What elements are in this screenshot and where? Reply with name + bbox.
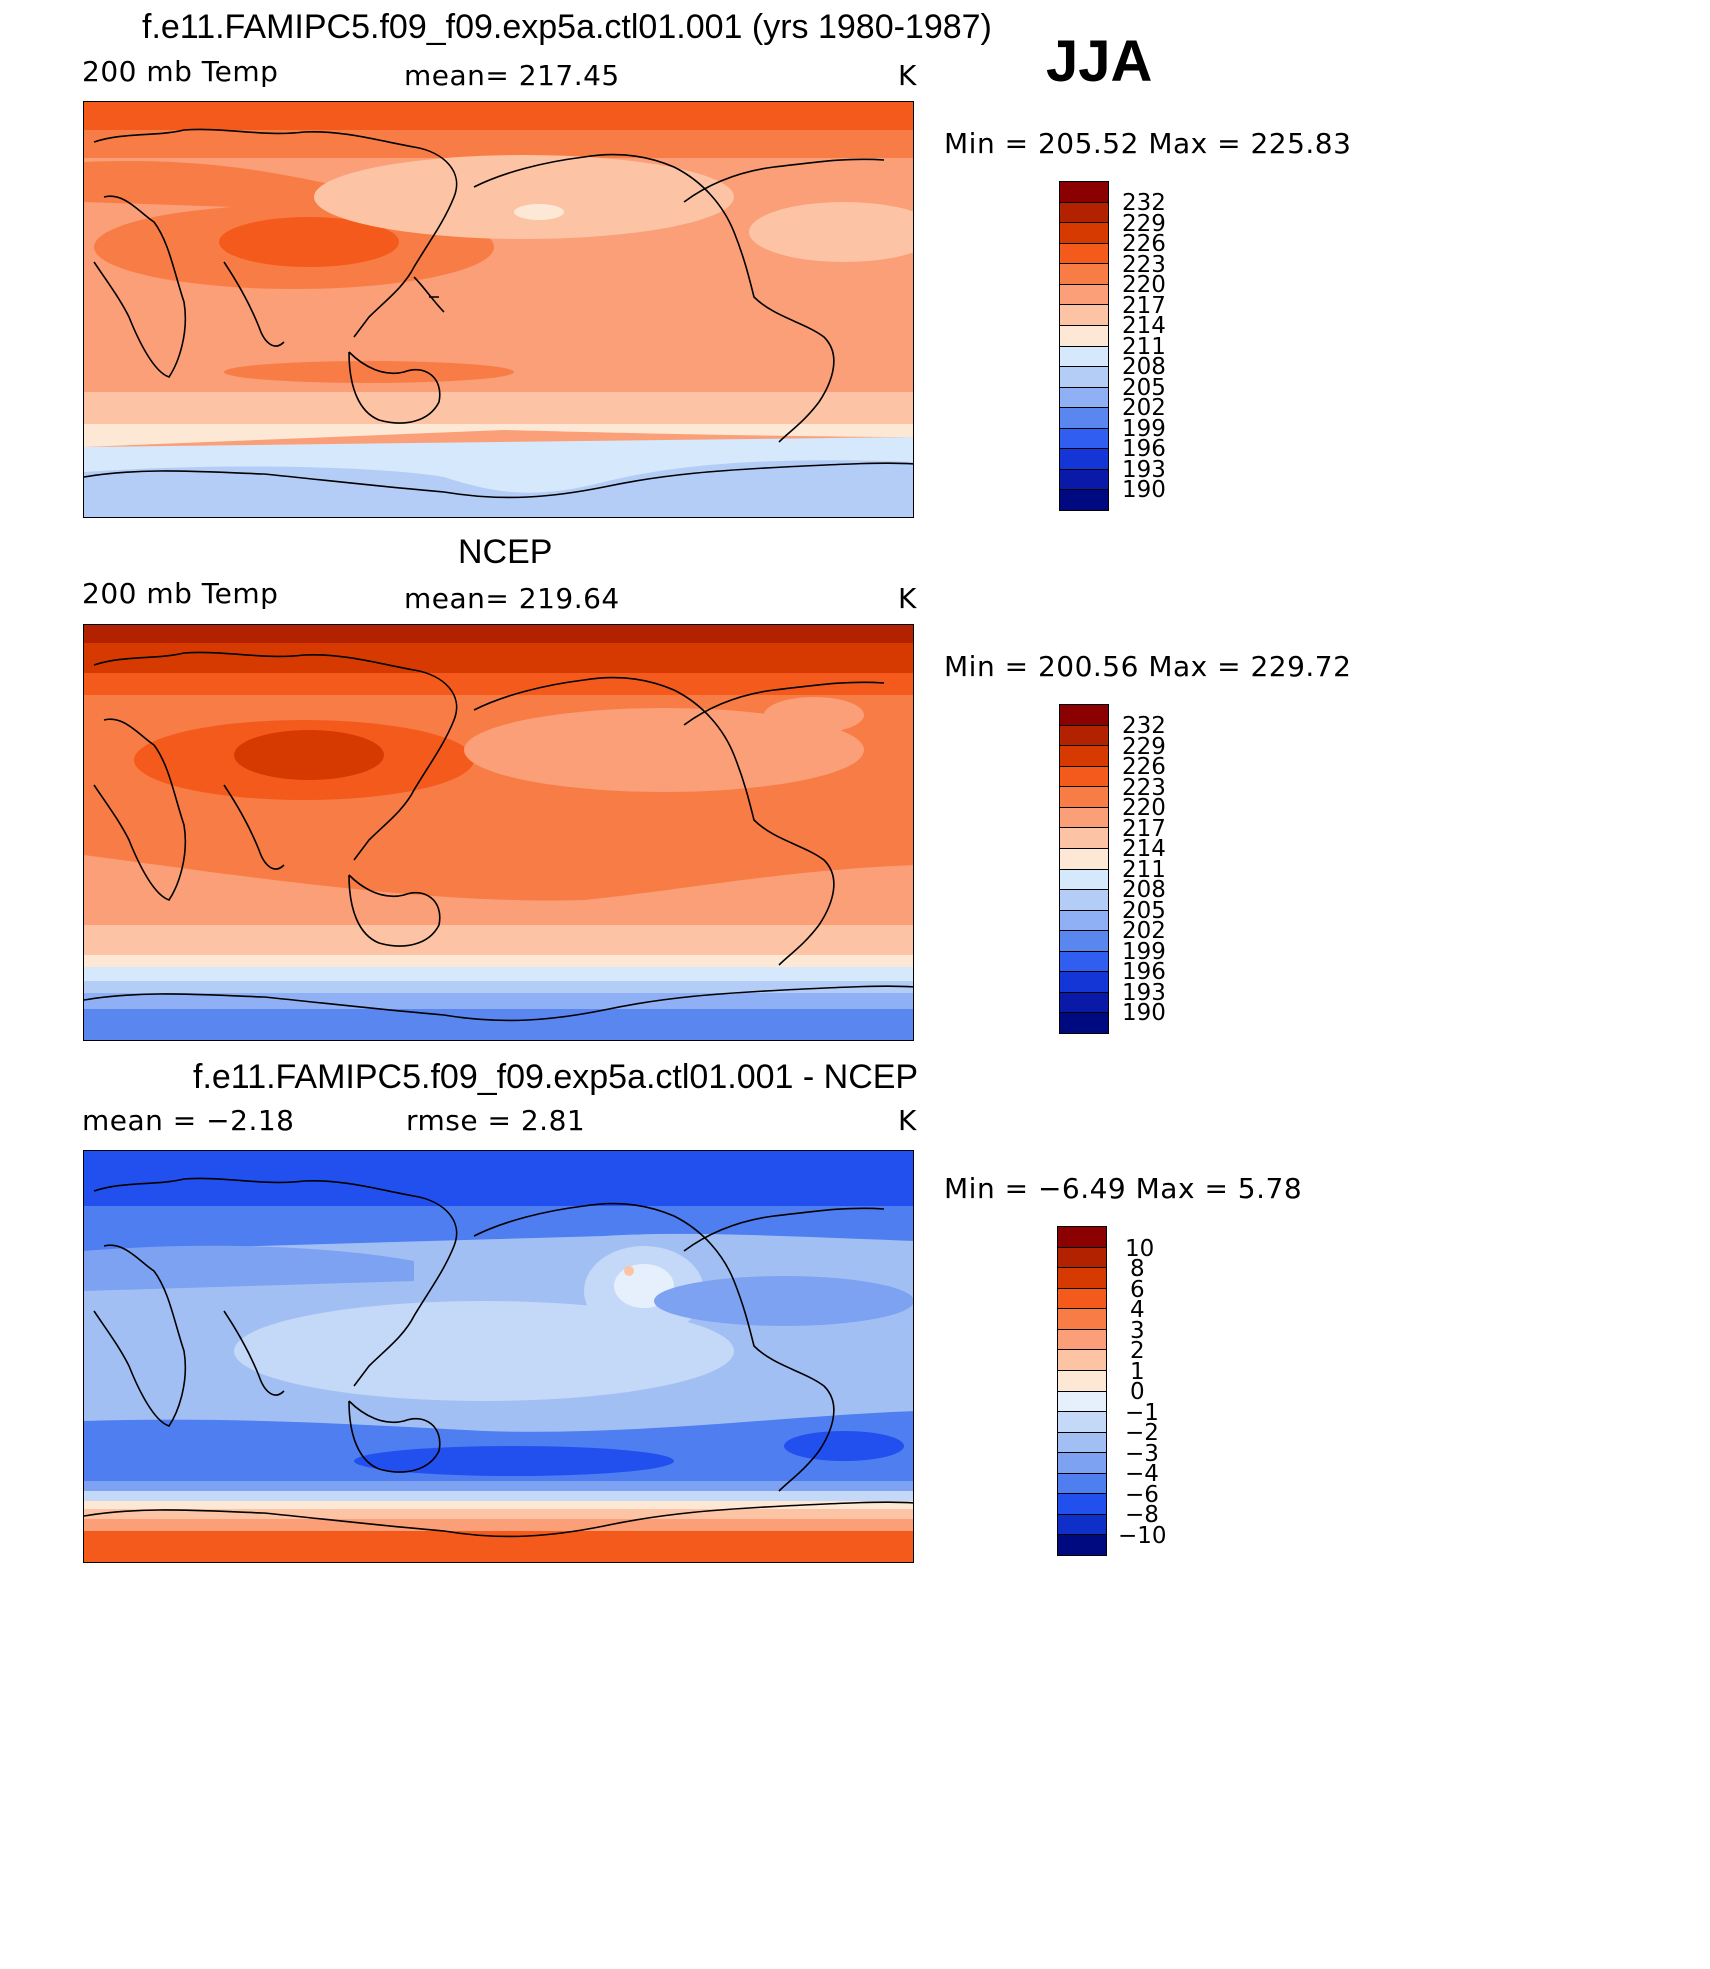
panel3-coastlines	[84, 1177, 913, 1538]
cbar-tick: 229	[1122, 734, 1166, 760]
panel3-colorbar	[1057, 1226, 1107, 1556]
cbar-tick: 199	[1122, 416, 1166, 442]
cbar-tick: 2	[1130, 1338, 1145, 1364]
panel1-mean-label: mean= 217.45	[404, 59, 620, 92]
panel2-variable-label: 200 mb Temp	[82, 577, 279, 610]
panel3-units-label: K	[898, 1104, 917, 1137]
cbar-tick: 220	[1122, 795, 1166, 821]
cbar-tick: 202	[1122, 918, 1166, 944]
panel1-map	[83, 101, 914, 518]
cbar-tick: 6	[1130, 1277, 1145, 1303]
panel3-title: f.e11.FAMIPC5.f09_f09.exp5a.ctl01.001 - …	[193, 1058, 919, 1096]
cbar-tick: 211	[1122, 857, 1166, 883]
panel3-mean-label: mean = −2.18	[82, 1104, 295, 1137]
panel2-colorbar	[1059, 704, 1109, 1034]
cbar-tick: −6	[1125, 1482, 1159, 1508]
panel3-rmse-label: rmse = 2.81	[406, 1104, 586, 1137]
panel2-minmax: Min = 200.56 Max = 229.72	[944, 650, 1352, 683]
cbar-tick: 3	[1130, 1318, 1145, 1344]
cbar-tick: 223	[1122, 775, 1166, 801]
cbar-tick: 190	[1122, 477, 1166, 503]
cbar-tick: 193	[1122, 980, 1166, 1006]
panel2-units-label: K	[898, 582, 917, 615]
cbar-tick: 1	[1130, 1359, 1145, 1385]
cbar-tick: 223	[1122, 252, 1166, 278]
cbar-tick: 196	[1122, 959, 1166, 985]
cbar-tick: −4	[1125, 1461, 1159, 1487]
cbar-tick: 199	[1122, 939, 1166, 965]
cbar-tick: −1	[1125, 1400, 1159, 1426]
panel1-colorbar	[1059, 181, 1109, 511]
cbar-tick: 217	[1122, 816, 1166, 842]
cbar-tick: 211	[1122, 334, 1166, 360]
cbar-tick: 190	[1122, 1000, 1166, 1026]
cbar-tick: 208	[1122, 354, 1166, 380]
cbar-tick: −10	[1118, 1523, 1167, 1549]
cbar-tick: 4	[1130, 1297, 1145, 1323]
cbar-tick: −8	[1125, 1502, 1159, 1528]
panel1-title: f.e11.FAMIPC5.f09_f09.exp5a.ctl01.001 (y…	[142, 8, 992, 46]
cbar-tick: 8	[1130, 1256, 1145, 1282]
cbar-tick: 226	[1122, 231, 1166, 257]
cbar-tick: 226	[1122, 754, 1166, 780]
cbar-tick: 217	[1122, 293, 1166, 319]
cbar-tick: 193	[1122, 457, 1166, 483]
panel3-minmax: Min = −6.49 Max = 5.78	[944, 1172, 1303, 1205]
cbar-tick: 0	[1130, 1379, 1145, 1405]
panel2-title: NCEP	[458, 533, 553, 571]
cbar-tick: 205	[1122, 375, 1166, 401]
panel1-minmax: Min = 205.52 Max = 225.83	[944, 127, 1352, 160]
cbar-tick: 232	[1122, 713, 1166, 739]
cbar-tick: 205	[1122, 898, 1166, 924]
panel2-coastlines	[84, 651, 913, 1022]
cbar-tick: 232	[1122, 190, 1166, 216]
cbar-tick: 229	[1122, 211, 1166, 237]
cbar-tick: −3	[1125, 1441, 1159, 1467]
cbar-tick: −2	[1125, 1420, 1159, 1446]
cbar-tick: 10	[1125, 1236, 1155, 1262]
season-label: JJA	[1046, 29, 1153, 94]
panel1-variable-label: 200 mb Temp	[82, 55, 279, 88]
cbar-tick: 220	[1122, 272, 1166, 298]
cbar-tick: 208	[1122, 877, 1166, 903]
panel2-map	[83, 624, 914, 1041]
panel3-map	[83, 1150, 914, 1563]
panel1-coastlines	[84, 128, 913, 499]
cbar-tick: 214	[1122, 836, 1166, 862]
cbar-tick: 214	[1122, 313, 1166, 339]
cbar-tick: 196	[1122, 436, 1166, 462]
panel1-units-label: K	[898, 59, 917, 92]
panel2-mean-label: mean= 219.64	[404, 582, 620, 615]
cbar-tick: 202	[1122, 395, 1166, 421]
